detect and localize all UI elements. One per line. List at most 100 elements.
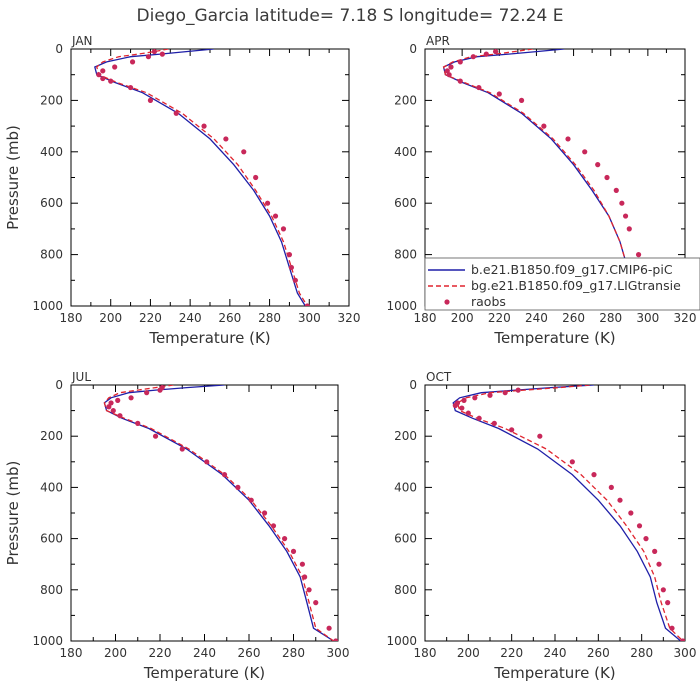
legend-box bbox=[424, 257, 700, 311]
raobs-point bbox=[282, 536, 288, 542]
raobs-point bbox=[302, 574, 308, 580]
raobs-point bbox=[306, 587, 312, 593]
panel-jan: 180 200 220 240 260 280 300 320 0 200 400 600 800 100… bbox=[4, 34, 360, 347]
raobs-point bbox=[635, 252, 642, 258]
raobs-point bbox=[144, 390, 150, 396]
raobs-point bbox=[636, 523, 643, 529]
x-tick-label: 300 bbox=[327, 646, 350, 660]
raobs-point bbox=[223, 136, 229, 142]
raobs-point bbox=[248, 497, 254, 503]
x-tick-label: 300 bbox=[674, 646, 697, 660]
x-tick-label: 180 bbox=[414, 646, 437, 660]
raobs-point bbox=[652, 548, 658, 555]
x-tick-label: 280 bbox=[258, 311, 281, 325]
y-tick-label: 800 bbox=[40, 583, 63, 597]
raobs-point bbox=[96, 72, 102, 78]
panel-month-label: JUL bbox=[71, 370, 91, 384]
x-tick-label: 220 bbox=[500, 646, 523, 660]
x-tick-label: 220 bbox=[488, 311, 511, 325]
raobs-point bbox=[582, 149, 588, 155]
x-tick-label: 260 bbox=[587, 646, 610, 660]
y-tick-label: 1000 bbox=[386, 634, 417, 648]
raobs-point bbox=[159, 51, 165, 57]
raobs-point bbox=[617, 497, 623, 503]
raobs-point bbox=[235, 484, 241, 490]
raobs-point bbox=[492, 49, 499, 55]
x-tick-label: 280 bbox=[282, 646, 305, 660]
x-tick-label: 240 bbox=[525, 311, 548, 325]
y-tick-label: 800 bbox=[394, 583, 417, 597]
y-tick-label: 1000 bbox=[386, 299, 417, 313]
y-tick-label: 600 bbox=[40, 532, 63, 546]
y-tick-label: 400 bbox=[394, 480, 417, 494]
x-tick-label: 200 bbox=[104, 646, 127, 660]
y-tick-label: 0 bbox=[55, 378, 63, 392]
y-tick-label: 1000 bbox=[32, 299, 63, 313]
raobs-point bbox=[151, 49, 157, 55]
x-tick-label: 180 bbox=[60, 311, 83, 325]
x-tick-label: 280 bbox=[599, 311, 622, 325]
y-tick-label: 400 bbox=[394, 145, 417, 159]
raobs-point bbox=[112, 64, 118, 70]
raobs-point bbox=[333, 638, 338, 641]
raobs-point bbox=[444, 68, 450, 74]
panel-month-label: OCT bbox=[426, 370, 452, 384]
x-tick-label: 320 bbox=[674, 311, 697, 325]
raobs-point bbox=[108, 400, 114, 406]
y-axis-label: Pressure (mb) bbox=[4, 461, 22, 566]
raobs-point bbox=[106, 404, 112, 410]
x-tick-label: 260 bbox=[562, 311, 585, 325]
raobs-point bbox=[145, 54, 152, 60]
x-axis-label: Temperature (K) bbox=[493, 329, 615, 347]
y-tick-label: 1000 bbox=[32, 634, 63, 648]
raobs-point bbox=[608, 484, 614, 490]
x-tick-label: 260 bbox=[218, 311, 241, 325]
legend-label: bg.e21.B1850.f09_g17.LIGtransie bbox=[471, 278, 681, 293]
raobs-point bbox=[110, 408, 116, 414]
raobs-point bbox=[665, 600, 671, 606]
series-line-solid bbox=[94, 49, 306, 306]
x-axis-label: Temperature (K) bbox=[148, 329, 270, 347]
series-line-dashed bbox=[456, 385, 684, 641]
raobs-point bbox=[628, 510, 634, 516]
y-tick-label: 0 bbox=[409, 42, 417, 56]
legend-swatch-dot bbox=[444, 299, 450, 305]
chart-title: Diego_Garcia latitude= 7.18 S longitude=… bbox=[137, 6, 564, 26]
x-tick-label: 240 bbox=[179, 311, 202, 325]
raobs-point bbox=[626, 226, 632, 232]
x-axis-label: Temperature (K) bbox=[143, 664, 265, 682]
legend-label: b.e21.B1850.f09_g17.CMIP6-piC bbox=[471, 262, 673, 277]
x-axis-label: Temperature (K) bbox=[493, 664, 615, 682]
series-group bbox=[103, 385, 338, 641]
raobs-point bbox=[491, 420, 497, 426]
x-tick-label: 200 bbox=[451, 311, 474, 325]
y-tick-label: 600 bbox=[40, 196, 63, 210]
raobs-point bbox=[135, 420, 141, 426]
raobs-point bbox=[157, 387, 163, 393]
raobs-point bbox=[502, 390, 508, 396]
plot-frame bbox=[424, 384, 686, 642]
raobs-point bbox=[457, 59, 463, 65]
raobs-point bbox=[272, 213, 279, 219]
y-tick-label: 200 bbox=[40, 93, 63, 107]
raobs-point bbox=[448, 64, 454, 70]
raobs-point bbox=[515, 387, 521, 393]
raobs-point bbox=[299, 561, 305, 567]
series-line-dashed bbox=[96, 49, 308, 306]
y-tick-label: 800 bbox=[40, 248, 63, 262]
raobs-point bbox=[173, 110, 179, 116]
y-tick-label: 400 bbox=[40, 480, 63, 494]
panel-oct: 180 200 220 240 260 280 300 0 200 400 600 800 1000 OC… bbox=[386, 370, 696, 682]
raobs-point bbox=[128, 395, 134, 401]
raobs-point bbox=[261, 510, 268, 516]
x-tick-label: 240 bbox=[193, 646, 216, 660]
raobs-point bbox=[280, 226, 287, 232]
series-line-solid bbox=[103, 385, 334, 641]
raobs-point bbox=[288, 264, 295, 271]
y-tick-label: 600 bbox=[394, 196, 417, 210]
plot-frame bbox=[70, 384, 339, 642]
x-tick-label: 220 bbox=[139, 311, 162, 325]
raobs-point bbox=[470, 54, 476, 60]
y-tick-label: 200 bbox=[394, 429, 417, 443]
